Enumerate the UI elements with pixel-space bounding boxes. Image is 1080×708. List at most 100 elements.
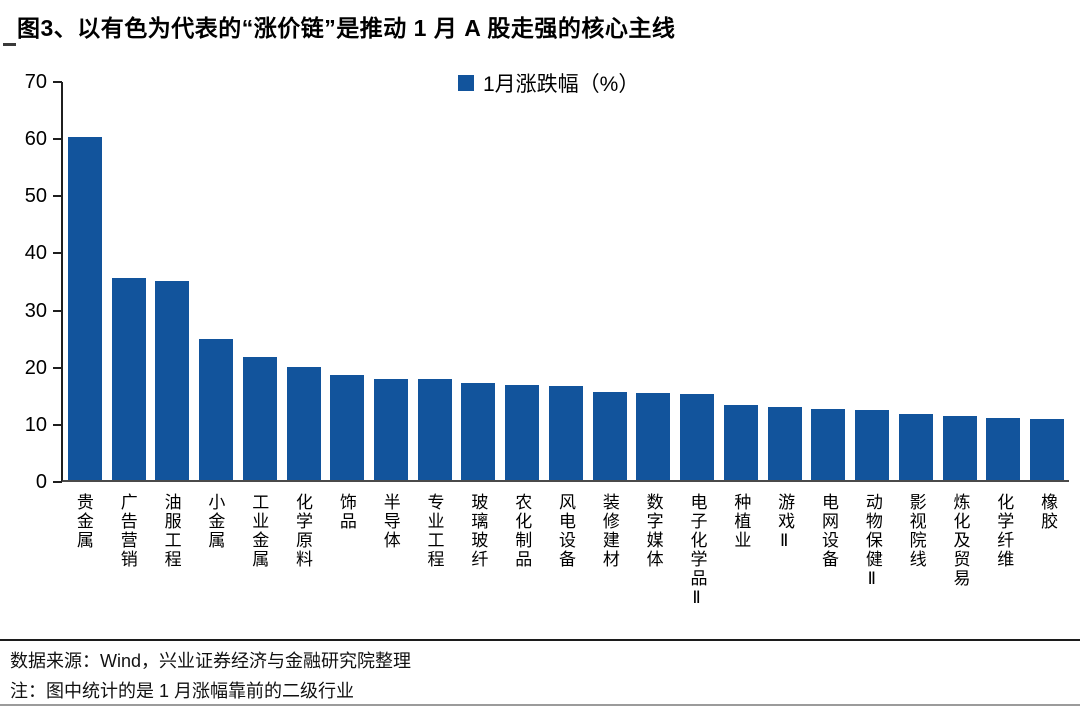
x-category-label: 风电设备: [556, 493, 576, 569]
x-label-slot: 化学纤维: [981, 493, 1025, 610]
bar-半导体: [374, 378, 408, 480]
x-label-slot: 种植业: [718, 493, 762, 610]
x-category-label: 化学原料: [293, 493, 313, 569]
bar-slot: [719, 82, 763, 480]
bar-玻璃玻纤: [461, 382, 496, 480]
bar-slot: [413, 82, 457, 480]
bar-电子化学品Ⅱ: [680, 394, 715, 480]
bar-化学纤维: [986, 418, 1021, 480]
bar-slot: [1025, 82, 1069, 480]
x-category-label: 饰品: [336, 493, 356, 531]
y-tick-label: 70: [24, 71, 47, 93]
bar-工业金属: [242, 357, 277, 480]
plot-area: 0 10 20 30 40 50 60 70: [25, 72, 1069, 492]
x-label-slot: 风电设备: [543, 493, 587, 610]
data-source-note: 数据来源：Wind，兴业证券经济与金融研究院整理: [10, 651, 412, 671]
x-label-slot: 贵金属: [61, 493, 105, 610]
x-label-slot: 工业金属: [236, 493, 280, 610]
y-tick: [53, 252, 62, 255]
x-label-slot: 动物保健Ⅱ: [850, 493, 894, 610]
footer-divider: [0, 639, 1080, 641]
y-tick: [53, 138, 62, 141]
bar-专业工程: [417, 379, 452, 480]
bar-slot: [150, 82, 194, 480]
bar-橡胶: [1030, 418, 1065, 480]
bar-slot: [500, 82, 544, 480]
x-label-slot: 炼化及贸易: [938, 493, 982, 610]
x-category-label: 广告营销: [117, 493, 137, 569]
x-label-slot: 农化制品: [499, 493, 543, 610]
bar-小金属: [199, 339, 234, 480]
x-category-label: 橡胶: [1038, 493, 1058, 531]
x-category-label: 游戏Ⅱ: [775, 493, 795, 553]
y-tick-label: 40: [24, 242, 47, 265]
x-category-label: 专业工程: [424, 493, 444, 569]
y-tick: [53, 309, 62, 312]
bar-数字媒体: [636, 393, 671, 480]
bar-slot: [544, 82, 588, 480]
y-tick-label: 20: [24, 356, 47, 379]
bar-slot: [63, 82, 107, 480]
bar-slot: [938, 82, 982, 480]
bar-slot: [457, 82, 501, 480]
bar-slot: [850, 82, 894, 480]
bar-电网设备: [811, 408, 846, 480]
x-category-label: 炼化及贸易: [950, 493, 970, 588]
y-tick-label: 60: [24, 128, 47, 151]
y-tick-label: 50: [24, 185, 47, 208]
bar-slot: [632, 82, 676, 480]
bar-slot: [763, 82, 807, 480]
bar-slot: [588, 82, 632, 480]
bar-化学原料: [286, 367, 321, 480]
bar-农化制品: [505, 385, 540, 480]
legend-swatch-icon: [458, 75, 474, 91]
bar-slot: [806, 82, 850, 480]
bar-贵金属: [67, 136, 102, 480]
x-category-label: 装修建材: [599, 493, 619, 569]
x-category-label: 化学纤维: [994, 493, 1014, 569]
y-tick: [53, 195, 62, 198]
figure-title: 图3、以有色为代表的“涨价链”是推动 1 月 A 股走强的核心主线: [17, 15, 676, 41]
x-axis-labels: 贵金属 广告营销 油服工程 小金属 工业金属 化学原料 饰品 半导体 专业工程 玻璃玻纤 农化制品 风…: [61, 493, 1069, 610]
x-label-slot: 玻璃玻纤: [455, 493, 499, 610]
x-category-label: 动物保健Ⅱ: [862, 493, 882, 591]
bar-slot: [675, 82, 719, 480]
bar-slot: [369, 82, 413, 480]
bar-广告营销: [111, 278, 146, 480]
x-label-slot: 半导体: [368, 493, 412, 610]
x-category-label: 电子化学品Ⅱ: [687, 493, 707, 610]
x-category-label: 玻璃玻纤: [468, 493, 488, 569]
x-label-slot: 广告营销: [105, 493, 149, 610]
bar-series: [63, 82, 1069, 480]
y-tick-label: 30: [24, 299, 47, 322]
x-label-slot: 小金属: [192, 493, 236, 610]
bar-影视院线: [898, 414, 933, 480]
x-category-label: 半导体: [380, 493, 400, 550]
y-tick: [53, 366, 62, 369]
x-label-slot: 电网设备: [806, 493, 850, 610]
bar-slot: [325, 82, 369, 480]
bar-种植业: [723, 404, 758, 480]
x-category-label: 农化制品: [512, 493, 532, 569]
x-label-slot: 电子化学品Ⅱ: [675, 493, 719, 610]
bottom-rule: [0, 704, 1080, 706]
bar-slot: [282, 82, 326, 480]
bar-装修建材: [592, 391, 627, 480]
y-tick: [53, 481, 62, 483]
x-category-label: 影视院线: [906, 493, 926, 569]
bar-slot: [981, 82, 1025, 480]
bar-油服工程: [155, 281, 190, 480]
title-underline-mark: [3, 43, 16, 46]
x-label-slot: 游戏Ⅱ: [762, 493, 806, 610]
bar-风电设备: [548, 385, 583, 480]
x-category-label: 种植业: [731, 493, 751, 550]
x-category-label: 电网设备: [818, 493, 838, 569]
x-category-label: 数字媒体: [643, 493, 663, 569]
x-label-slot: 专业工程: [412, 493, 456, 610]
bar-饰品: [330, 374, 365, 480]
x-label-slot: 装修建材: [587, 493, 631, 610]
x-label-slot: 影视院线: [894, 493, 938, 610]
x-label-slot: 化学原料: [280, 493, 324, 610]
x-label-slot: 油服工程: [149, 493, 193, 610]
x-category-label: 小金属: [205, 493, 225, 550]
